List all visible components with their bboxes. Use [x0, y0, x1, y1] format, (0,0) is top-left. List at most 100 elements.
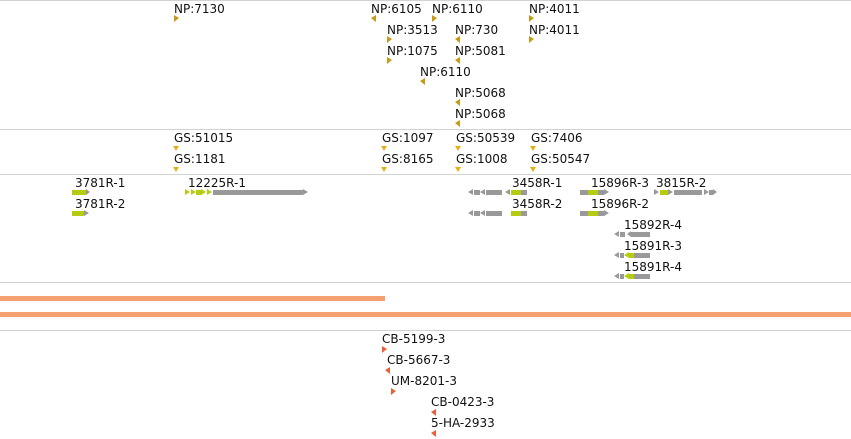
np-marker-icon[interactable]: [455, 57, 460, 64]
np-feature-label[interactable]: NP:1075: [387, 44, 438, 58]
gs-marker-icon[interactable]: [455, 167, 461, 172]
gs-marker-icon[interactable]: [530, 167, 536, 172]
gs-marker-icon[interactable]: [173, 167, 179, 172]
track-separator: [0, 129, 851, 130]
gene-label[interactable]: 15892R-4: [624, 218, 682, 232]
gene-label[interactable]: 15896R-3: [591, 176, 649, 190]
np-feature-label[interactable]: NP:3513: [387, 23, 438, 37]
np-feature-label[interactable]: NP:6110: [432, 2, 483, 16]
gene-label[interactable]: 15896R-2: [591, 197, 649, 211]
gene-label[interactable]: 15891R-4: [624, 260, 682, 274]
gene-feature[interactable]: [580, 211, 588, 216]
gs-feature-label[interactable]: GS:51015: [174, 131, 234, 145]
np-feature-label[interactable]: NP:6110: [420, 65, 471, 79]
cb-marker-icon[interactable]: [431, 409, 436, 416]
cb-feature-label[interactable]: CB-5667-3: [387, 353, 451, 367]
gs-feature-label[interactable]: GS:1097: [382, 131, 434, 145]
gene-feature[interactable]: [620, 274, 624, 279]
gene-feature[interactable]: [674, 190, 702, 195]
cb-marker-icon[interactable]: [391, 388, 396, 395]
np-feature-label[interactable]: NP:4011: [529, 23, 580, 37]
cb-feature-label[interactable]: CB-0423-3: [431, 395, 495, 409]
gene-arrow-icon: [614, 231, 619, 237]
gene-feature[interactable]: [521, 211, 527, 216]
gene-feature[interactable]: [620, 253, 624, 258]
gene-label[interactable]: 3781R-2: [75, 197, 126, 211]
np-marker-icon[interactable]: [432, 15, 437, 22]
gene-feature[interactable]: [474, 190, 480, 195]
gs-feature-label[interactable]: GS:1181: [174, 152, 226, 166]
coverage-bar[interactable]: [0, 296, 385, 301]
gene-arrow-icon: [480, 210, 485, 216]
gs-feature-label[interactable]: GS:1008: [456, 152, 508, 166]
np-feature-label[interactable]: NP:5081: [455, 44, 506, 58]
cb-marker-icon[interactable]: [385, 367, 390, 374]
gene-feature[interactable]: [629, 253, 634, 258]
gene-feature[interactable]: [511, 211, 521, 216]
np-feature-label[interactable]: NP:6105: [371, 2, 422, 16]
gene-label[interactable]: 3458R-2: [512, 197, 563, 211]
np-marker-icon[interactable]: [387, 36, 392, 43]
gene-feature[interactable]: [196, 190, 201, 195]
np-feature-label[interactable]: NP:4011: [529, 2, 580, 16]
gene-feature[interactable]: [709, 190, 713, 195]
gene-feature[interactable]: [588, 190, 598, 195]
np-marker-icon[interactable]: [455, 99, 460, 106]
np-feature-label[interactable]: NP:7130: [174, 2, 225, 16]
gs-feature-label[interactable]: GS:50539: [456, 131, 516, 145]
cb-feature-label[interactable]: UM-8201-3: [391, 374, 457, 388]
gs-marker-icon[interactable]: [381, 167, 387, 172]
gene-feature[interactable]: [511, 190, 521, 195]
cb-marker-icon[interactable]: [431, 430, 436, 437]
np-marker-icon[interactable]: [455, 36, 460, 43]
np-feature-label[interactable]: NP:730: [455, 23, 499, 37]
gene-feature[interactable]: [521, 190, 527, 195]
np-marker-icon[interactable]: [529, 36, 534, 43]
gene-label[interactable]: 15891R-3: [624, 239, 682, 253]
track-separator: [0, 174, 851, 175]
np-marker-icon[interactable]: [420, 78, 425, 85]
gene-feature[interactable]: [213, 190, 303, 195]
gene-feature[interactable]: [474, 211, 480, 216]
gene-feature[interactable]: [634, 253, 650, 258]
gene-label[interactable]: 12225R-1: [188, 176, 246, 190]
gs-marker-icon[interactable]: [381, 146, 387, 151]
gene-arrow-icon: [614, 273, 619, 279]
gene-feature[interactable]: [660, 190, 668, 195]
np-marker-icon[interactable]: [455, 120, 460, 127]
gene-feature[interactable]: [620, 232, 625, 237]
gene-feature[interactable]: [629, 274, 634, 279]
gs-marker-icon[interactable]: [455, 146, 461, 151]
np-marker-icon[interactable]: [371, 15, 376, 22]
coverage-bar[interactable]: [0, 312, 851, 317]
gene-arrow-icon: [624, 252, 629, 258]
gene-feature[interactable]: [72, 211, 84, 216]
gene-feature[interactable]: [580, 190, 588, 195]
np-marker-icon[interactable]: [387, 57, 392, 64]
cb-feature-label[interactable]: CB-5199-3: [382, 332, 446, 346]
gs-feature-label[interactable]: GS:50547: [531, 152, 591, 166]
gene-feature[interactable]: [486, 190, 502, 195]
gene-feature[interactable]: [634, 274, 650, 279]
gene-arrow-icon: [303, 189, 308, 195]
gs-marker-icon[interactable]: [530, 146, 536, 151]
gene-feature[interactable]: [588, 211, 598, 216]
gene-feature[interactable]: [486, 211, 502, 216]
gene-feature[interactable]: [598, 190, 604, 195]
cb-feature-label[interactable]: 5-HA-2933: [431, 416, 495, 430]
gene-feature[interactable]: [598, 211, 604, 216]
gene-feature[interactable]: [631, 232, 650, 237]
gene-arrow-icon: [704, 189, 709, 195]
gs-feature-label[interactable]: GS:7406: [531, 131, 583, 145]
gene-label[interactable]: 3815R-2: [656, 176, 707, 190]
gs-feature-label[interactable]: GS:8165: [382, 152, 434, 166]
np-feature-label[interactable]: NP:5068: [455, 107, 506, 121]
gs-marker-icon[interactable]: [173, 146, 179, 151]
cb-marker-icon[interactable]: [382, 346, 387, 353]
gene-feature[interactable]: [72, 190, 86, 195]
np-marker-icon[interactable]: [174, 15, 179, 22]
np-feature-label[interactable]: NP:5068: [455, 86, 506, 100]
gene-label[interactable]: 3458R-1: [512, 176, 563, 190]
gene-label[interactable]: 3781R-1: [75, 176, 126, 190]
np-marker-icon[interactable]: [529, 15, 534, 22]
